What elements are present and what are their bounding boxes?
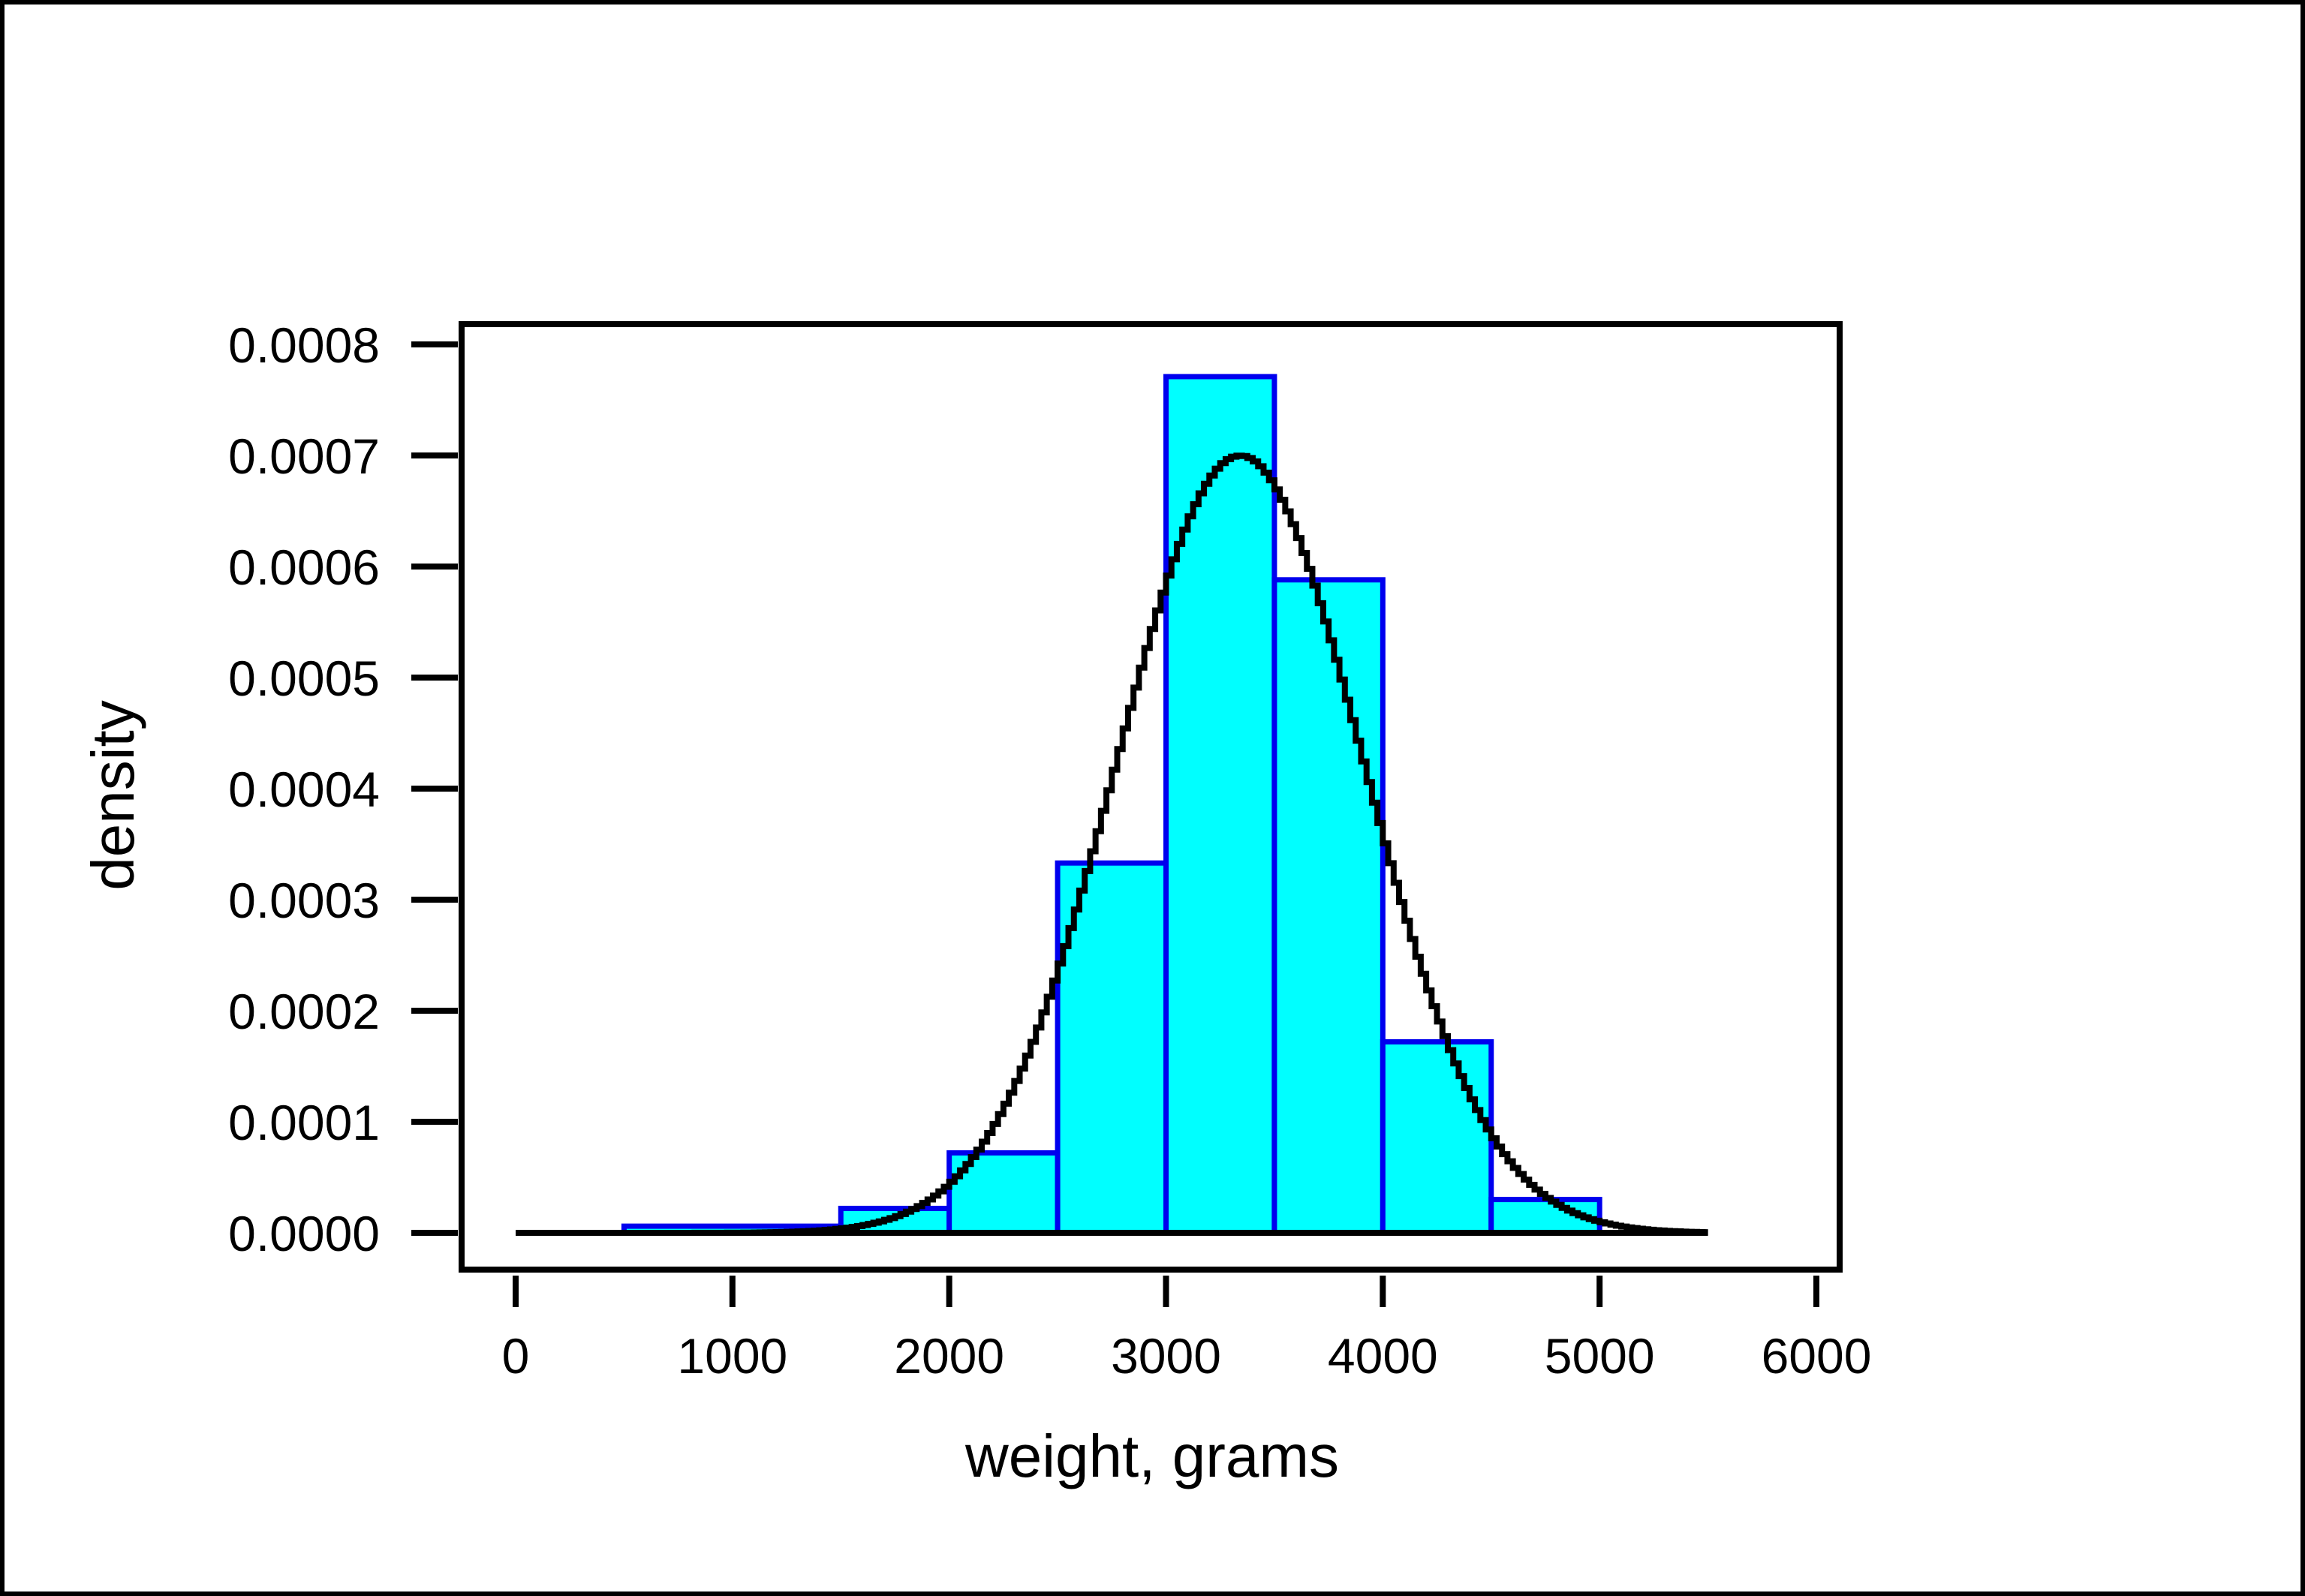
x-tick-label: 4000 <box>1328 1328 1438 1384</box>
y-tick-label: 0.0008 <box>228 317 380 373</box>
x-tick-label: 2000 <box>894 1328 1004 1384</box>
histogram-bar <box>1271 577 1386 1236</box>
plot-frame <box>459 321 1843 1273</box>
y-axis-label: density <box>80 700 146 890</box>
x-axis: 0 1000 2000 3000 4000 5000 6000 <box>502 1276 1872 1384</box>
histogram-bar <box>1380 1038 1494 1236</box>
y-tick-label: 0.0002 <box>228 984 380 1039</box>
histogram-bar <box>1163 374 1277 1236</box>
bars-layer <box>621 374 1602 1236</box>
x-tick-label: 3000 <box>1111 1328 1221 1384</box>
y-tick-label: 0.0007 <box>228 428 380 484</box>
y-tick-label: 0.0004 <box>228 762 380 817</box>
y-tick-label: 0.0001 <box>228 1095 380 1150</box>
y-tick-label: 0.0005 <box>228 651 380 706</box>
y-tick-label: 0.0003 <box>228 873 380 928</box>
x-tick-label: 0 <box>502 1328 530 1384</box>
x-tick-label: 6000 <box>1762 1328 1872 1384</box>
y-tick-label: 0.0000 <box>228 1206 380 1261</box>
x-tick-label: 1000 <box>677 1328 787 1384</box>
y-axis: 0.0000 0.0001 0.0002 0.0003 0.0004 0.0005 0.00… <box>228 317 458 1261</box>
x-tick-label: 5000 <box>1545 1328 1655 1384</box>
x-axis-label: weight, grams <box>964 1423 1339 1489</box>
y-tick-label: 0.0006 <box>228 540 380 595</box>
